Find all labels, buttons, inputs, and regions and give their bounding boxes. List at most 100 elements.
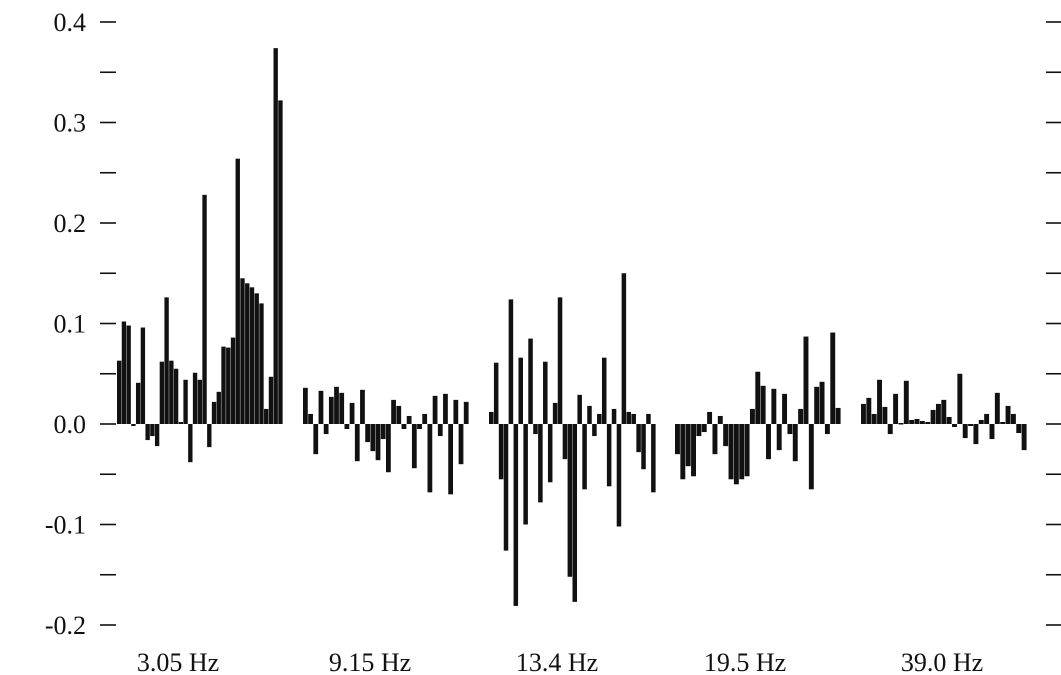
bar [909,419,915,424]
bar [691,424,696,477]
bar [131,424,136,427]
y-tick-label: 0.4 [54,8,87,37]
bar [323,424,329,435]
bar [707,411,713,424]
bar [268,376,274,424]
bar [533,424,538,435]
bar [601,357,607,424]
bar [882,406,888,424]
bar [202,194,207,424]
bar [616,424,622,527]
bar [577,394,582,424]
bar [760,385,766,424]
bar [518,357,523,424]
bar [597,413,602,424]
bar [776,424,782,451]
bar [308,413,313,424]
bar [273,48,278,424]
bar [259,303,264,424]
bar [235,158,240,424]
bar [611,408,617,424]
bar [226,347,231,424]
bar [503,424,509,551]
bar [957,373,963,424]
bar [150,424,155,437]
bar [871,413,877,424]
bar [401,424,407,430]
bar [303,387,308,424]
bar-group [117,48,283,463]
bar [946,416,952,424]
bar [824,424,830,435]
bar [249,287,255,424]
bar [1010,413,1016,424]
bar [493,362,499,424]
bar [766,424,771,460]
bar [771,388,777,424]
y-tick-label: -0.2 [45,611,86,640]
bar [808,424,814,490]
bar [135,382,141,424]
bars [117,48,1027,606]
bar [651,424,656,493]
bar [701,424,707,433]
bar [140,327,146,424]
bar [861,403,866,424]
bar [567,424,573,577]
bar [221,346,226,424]
bar [830,332,836,424]
bar [192,372,198,424]
bar [984,413,990,424]
bar [898,422,904,425]
bar [592,424,597,437]
bar [749,408,755,424]
bar [587,405,592,424]
bar [360,389,365,424]
group-labels: 3.05 Hz 9.15 Hz 13.4 Hz 19.5 Hz 39.0 Hz [137,648,983,675]
bar [675,424,680,455]
bar [349,402,355,424]
bar [164,297,169,424]
bar [866,397,872,424]
bar [739,424,745,480]
bar [941,399,947,424]
bar [313,424,319,455]
bar [877,379,882,424]
bar [513,424,519,606]
group-label: 13.4 Hz [516,648,598,675]
bar-group [861,373,1027,451]
right-axis [1046,21,1061,626]
bar [264,408,269,424]
bar [1000,421,1006,424]
bar [159,361,165,424]
bar [498,424,504,480]
bar [1021,424,1027,451]
y-tick-label: 0.0 [54,410,87,439]
y-tick-label: 0.2 [54,209,87,238]
bar [606,424,612,487]
bar [334,386,339,424]
bar [154,424,160,447]
bar [552,402,558,424]
bar [489,411,494,424]
bar-group [303,386,469,495]
bar [930,409,936,424]
bar [391,399,396,424]
bar [318,390,324,424]
bar [117,360,122,424]
bar [386,424,391,473]
bar [621,273,627,424]
bar [814,386,820,424]
bar [782,393,788,424]
bar [432,395,438,424]
bar [952,424,957,428]
bar [437,424,443,437]
bar [803,336,809,424]
bar [183,379,188,424]
bar [819,381,825,424]
bar [1005,405,1011,424]
bar [755,371,761,424]
y-tick-label: -0.1 [45,511,86,540]
bar [792,424,798,462]
